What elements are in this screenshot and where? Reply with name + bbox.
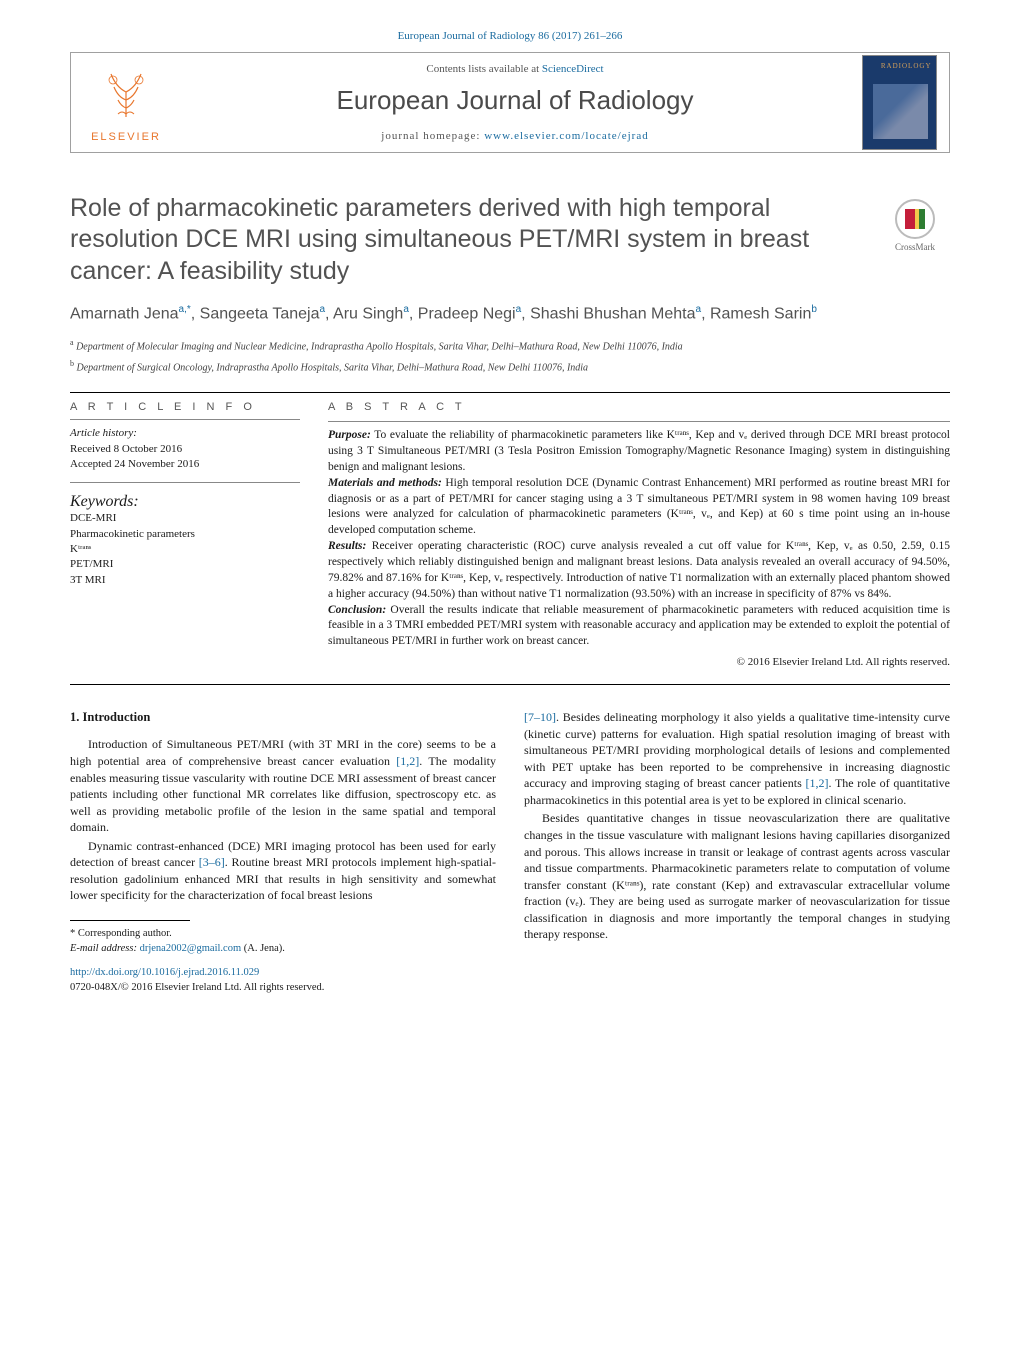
author-name: , Shashi Bhushan Mehta (521, 305, 695, 322)
keyword: PET/MRI (70, 557, 300, 572)
author-name: , Sangeeta Taneja (191, 305, 320, 322)
abstract-lead: Results: (328, 540, 366, 552)
affil-text: Department of Surgical Oncology, Indrapr… (74, 363, 588, 374)
elsevier-logo[interactable]: ELSEVIER (91, 62, 161, 143)
keyword: 3T MRI (70, 573, 300, 588)
abstract-para: Materials and methods: High temporal res… (328, 476, 950, 539)
body-paragraph: Introduction of Simultaneous PET/MRI (wi… (70, 736, 496, 835)
crossmark-icon (895, 199, 935, 239)
keywords-list: DCE-MRIPharmacokinetic parametersKᵗʳᵃⁿˢP… (70, 511, 300, 588)
homepage-url[interactable]: www.elsevier.com/locate/ejrad (484, 130, 649, 142)
masthead-center: Contents lists available at ScienceDirec… (181, 53, 849, 152)
contents-prefix: Contents lists available at (426, 63, 541, 75)
citation-link[interactable]: [1,2] (805, 776, 828, 790)
abstract-column: a b s t r a c t Purpose: To evaluate the… (328, 401, 950, 668)
body-paragraph: Besides quantitative changes in tissue n… (524, 810, 950, 942)
affiliations: a Department of Molecular Imaging and Nu… (70, 337, 950, 376)
author-email[interactable]: drjena2002@gmail.com (140, 943, 242, 954)
body-col-left: 1. Introduction Introduction of Simultan… (70, 709, 496, 995)
info-rule-1 (70, 419, 300, 420)
abstract-heading: a b s t r a c t (328, 401, 950, 413)
article-info-heading: a r t i c l e i n f o (70, 401, 300, 413)
body-col-right: [7–10]. Besides delineating morphology i… (524, 709, 950, 995)
rule-above-info (70, 392, 950, 393)
publisher-name: ELSEVIER (91, 131, 161, 143)
cover-thumb-label: RADIOLOGY (881, 62, 932, 70)
author-affil-sup: b (811, 304, 817, 315)
abstract-lead: Purpose: (328, 429, 371, 441)
info-abstract-row: a r t i c l e i n f o Article history: R… (70, 401, 950, 668)
abstract-text: To evaluate the reliability of pharmacok… (328, 429, 950, 473)
sciencedirect-link[interactable]: ScienceDirect (542, 63, 604, 75)
section-1-heading: 1. Introduction (70, 709, 496, 726)
article-history: Article history: Received 8 October 2016… (70, 426, 300, 483)
received-date: Received 8 October 2016 (70, 442, 300, 457)
journal-cover-thumb[interactable]: RADIOLOGY (862, 55, 937, 150)
elsevier-tree-icon (96, 62, 156, 122)
abstract-lead: Materials and methods: (328, 477, 442, 489)
author-affil-sup: a, (179, 304, 187, 315)
journal-citation[interactable]: European Journal of Radiology 86 (2017) … (70, 30, 950, 42)
keyword: DCE-MRI (70, 511, 300, 526)
keyword: Kᵗʳᵃⁿˢ (70, 542, 300, 557)
abstract-rule (328, 421, 950, 422)
keywords-block: Keywords: DCE-MRIPharmacokinetic paramet… (70, 493, 300, 588)
footnote-rule (70, 920, 190, 921)
abstract-body: Purpose: To evaluate the reliability of … (328, 428, 950, 650)
author-name: , Pradeep Negi (409, 305, 516, 322)
authors: Amarnath Jenaa,*, Sangeeta Tanejaa, Aru … (70, 303, 950, 326)
citation-link[interactable]: [3–6] (199, 855, 225, 869)
issn-copyright: 0720-048X/© 2016 Elsevier Ireland Ltd. A… (70, 981, 496, 995)
body-text: Besides quantitative changes in tissue n… (524, 811, 950, 941)
body-columns: 1. Introduction Introduction of Simultan… (70, 709, 950, 995)
citation-link[interactable]: [1,2] (396, 754, 419, 768)
abstract-lead: Conclusion: (328, 604, 386, 616)
email-line: E-mail address: drjena2002@gmail.com (A.… (70, 942, 496, 957)
article-title: Role of pharmacokinetic parameters deriv… (70, 193, 860, 287)
abstract-para: Conclusion: Overall the results indicate… (328, 603, 950, 651)
affiliation: b Department of Surgical Oncology, Indra… (70, 358, 950, 376)
journal-masthead: ELSEVIER Contents lists available at Sci… (70, 52, 950, 153)
body-paragraph: Dynamic contrast-enhanced (DCE) MRI imag… (70, 838, 496, 904)
title-row: Role of pharmacokinetic parameters deriv… (70, 193, 950, 287)
abstract-para: Results: Receiver operating characterist… (328, 539, 950, 602)
abstract-para: Purpose: To evaluate the reliability of … (328, 428, 950, 476)
article-info-column: a r t i c l e i n f o Article history: R… (70, 401, 300, 668)
abstract-text: Receiver operating characteristic (ROC) … (328, 540, 950, 600)
accepted-date: Accepted 24 November 2016 (70, 457, 300, 472)
cover-thumb-cell: RADIOLOGY (849, 53, 949, 152)
author-name: Amarnath Jena (70, 305, 179, 322)
abstract-copyright: © 2016 Elsevier Ireland Ltd. All rights … (328, 656, 950, 668)
publisher-logo-cell: ELSEVIER (71, 53, 181, 152)
journal-name: European Journal of Radiology (181, 85, 849, 116)
contents-line: Contents lists available at ScienceDirec… (181, 63, 849, 75)
homepage-line: journal homepage: www.elsevier.com/locat… (181, 130, 849, 142)
homepage-prefix: journal homepage: (381, 130, 484, 142)
affiliation: a Department of Molecular Imaging and Nu… (70, 337, 950, 355)
keywords-label: Keywords: (70, 493, 300, 511)
body-paragraph: [7–10]. Besides delineating morphology i… (524, 709, 950, 808)
doi-link[interactable]: http://dx.doi.org/10.1016/j.ejrad.2016.1… (70, 966, 496, 980)
corresponding-author: * Corresponding author. (70, 927, 496, 942)
doi-block: http://dx.doi.org/10.1016/j.ejrad.2016.1… (70, 966, 496, 995)
affil-text: Department of Molecular Imaging and Nucl… (74, 342, 683, 353)
crossmark-label: CrossMark (895, 242, 935, 252)
citation-link[interactable]: [7–10] (524, 710, 556, 724)
author-name: , Ramesh Sarin (701, 305, 811, 322)
email-suffix: (A. Jena). (241, 943, 285, 954)
history-label: Article history: (70, 426, 300, 441)
rule-below-abstract (70, 684, 950, 685)
cover-thumb-image (873, 84, 928, 139)
abstract-text: Overall the results indicate that reliab… (328, 604, 950, 648)
crossmark-badge[interactable]: CrossMark (880, 199, 950, 252)
keyword: Pharmacokinetic parameters (70, 527, 300, 542)
author-name: , Aru Singh (325, 305, 403, 322)
email-label: E-mail address: (70, 943, 140, 954)
